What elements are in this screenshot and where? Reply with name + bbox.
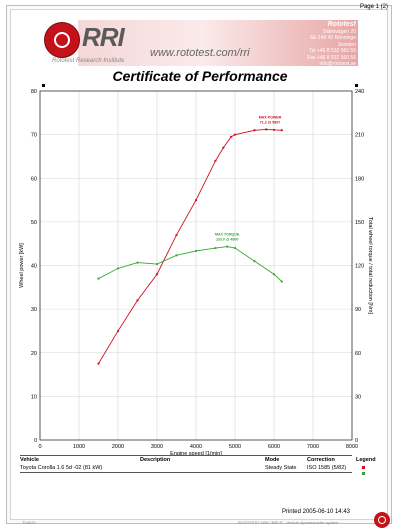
logo-text: RRI (82, 22, 125, 52)
data-point-torque (136, 261, 139, 264)
y2-axis-label: Total wheel torque / total reduction [Nm… (367, 217, 373, 314)
series-line-torque (98, 246, 283, 282)
x-tick-label: 4000 (190, 444, 202, 450)
data-point-power (233, 133, 237, 136)
y-tick-label: 0 (34, 438, 37, 444)
rototest-stamp-icon (374, 512, 390, 528)
y-axis-label: Wheel power [kW] (19, 243, 25, 288)
company-name: Rototest (327, 21, 356, 28)
data-point-power (136, 299, 139, 302)
data-point-power (253, 129, 256, 132)
y2-tick-label: 60 (355, 351, 361, 357)
y-tick-label: 40 (31, 264, 37, 270)
legend-markers (360, 465, 365, 477)
y2-tick-label: 240 (355, 89, 364, 95)
page-number: Page 1 (2) (359, 4, 388, 10)
data-point-power (175, 233, 178, 237)
header-vehicle: Vehicle (20, 457, 39, 463)
annotation-value: 71.2 @ 5897 (260, 120, 281, 124)
header-description: Description (140, 457, 171, 463)
series-line-power (98, 128, 282, 364)
data-point-power (194, 198, 198, 202)
corner-marker (42, 84, 45, 87)
rototest-logo-icon (44, 22, 80, 58)
data-point-torque (280, 280, 283, 283)
data-point-power (272, 128, 276, 131)
y-tick-label: 80 (31, 89, 37, 95)
header-banner (78, 20, 358, 66)
y2-tick-label: 120 (355, 264, 364, 270)
data-point-torque (253, 260, 256, 263)
data-point-power (97, 362, 100, 365)
address-line: Sätesvägen 20 (322, 28, 356, 35)
data-point-power (116, 329, 120, 333)
x-tick-label: 8000 (346, 444, 358, 450)
data-point-torque (175, 254, 178, 257)
contact-block: Rototest Sätesvägen 20 SE-146 42 Rönning… (286, 21, 356, 68)
y2-tick-label: 150 (355, 220, 364, 226)
data-point-torque (116, 267, 120, 270)
plot-area (39, 90, 353, 441)
x-tick-label: 7000 (307, 444, 319, 450)
header-legend: Legend (356, 457, 376, 463)
data-point-torque (214, 246, 217, 250)
x-tick-label: 5000 (229, 444, 241, 450)
y-tick-label: 10 (31, 394, 37, 400)
footer-code: T04625 (22, 520, 36, 525)
header-mode: Mode (265, 457, 280, 463)
printed-timestamp: Printed 2005-06-10 14:43 (281, 509, 350, 515)
y2-tick-label: 30 (355, 394, 361, 400)
x-tick-label: 6000 (268, 444, 280, 450)
data-point-torque (97, 277, 100, 280)
annotation-value: 133.0 @ 4800 (216, 238, 239, 242)
y-tick-label: 60 (31, 176, 37, 182)
y2-tick-label: 210 (355, 133, 364, 139)
vehicle-value: Toyota Corolla 1.6 5d -02 (81 kW) (20, 465, 103, 471)
legend-power-marker (362, 466, 365, 470)
y2-tick-label: 180 (355, 176, 364, 182)
y2-tick-label: 90 (355, 307, 361, 313)
page-title: Certificate of Performance (112, 68, 288, 84)
data-point-power (214, 159, 217, 162)
x-tick-label: 0 (38, 444, 41, 450)
x-tick-label: 2000 (112, 444, 124, 450)
x-tick-label: 3000 (151, 444, 163, 450)
address-line: info@rototest.se (319, 61, 356, 67)
legend-torque-marker (362, 472, 365, 476)
y-tick-label: 30 (31, 307, 37, 313)
address-line: Tel +46 8 532 560 55 (309, 48, 356, 54)
annotation-label: MAX POWER (259, 115, 282, 119)
table-bottom-rule (20, 472, 352, 473)
data-point-torque (155, 262, 159, 266)
data-point-power (222, 146, 225, 149)
y2-tick-label: 0 (355, 438, 358, 444)
data-point-power (265, 128, 268, 131)
correction-value: ISO 1585 (5/82) (307, 465, 347, 471)
footer-note: ROTOTEST VPA / RRI ® - Vehicle dynamomet… (238, 520, 339, 525)
y-tick-label: 20 (31, 351, 37, 357)
address-line: Fax +46 8 532 560 56 (307, 54, 356, 61)
x-axis-label: Engine speed [1/min] (170, 451, 222, 457)
annotation-label: MAX TORQUE (215, 233, 240, 237)
data-point-torque (226, 245, 229, 248)
header-correction: Correction (307, 457, 335, 463)
y-tick-label: 50 (31, 220, 37, 226)
data-point-power (230, 135, 233, 138)
address-line: SE-146 42 Rönninge (309, 35, 356, 41)
x-tick-label: 1000 (73, 444, 85, 450)
data-point-power (280, 129, 283, 132)
website-link[interactable]: www.rototest.com/rri (150, 47, 250, 59)
data-point-torque (272, 273, 276, 276)
table-top-rule (20, 455, 352, 456)
data-point-torque (233, 246, 237, 250)
address-line: Sweden (337, 41, 356, 48)
data-point-power (155, 273, 159, 276)
data-point-torque (194, 249, 198, 253)
mode-value: Steady State (265, 465, 297, 471)
corner-marker (355, 84, 358, 87)
page-frame (6, 5, 392, 524)
y-tick-label: 70 (31, 133, 37, 139)
logo-subtitle: Rototest Research Institute (52, 58, 125, 64)
